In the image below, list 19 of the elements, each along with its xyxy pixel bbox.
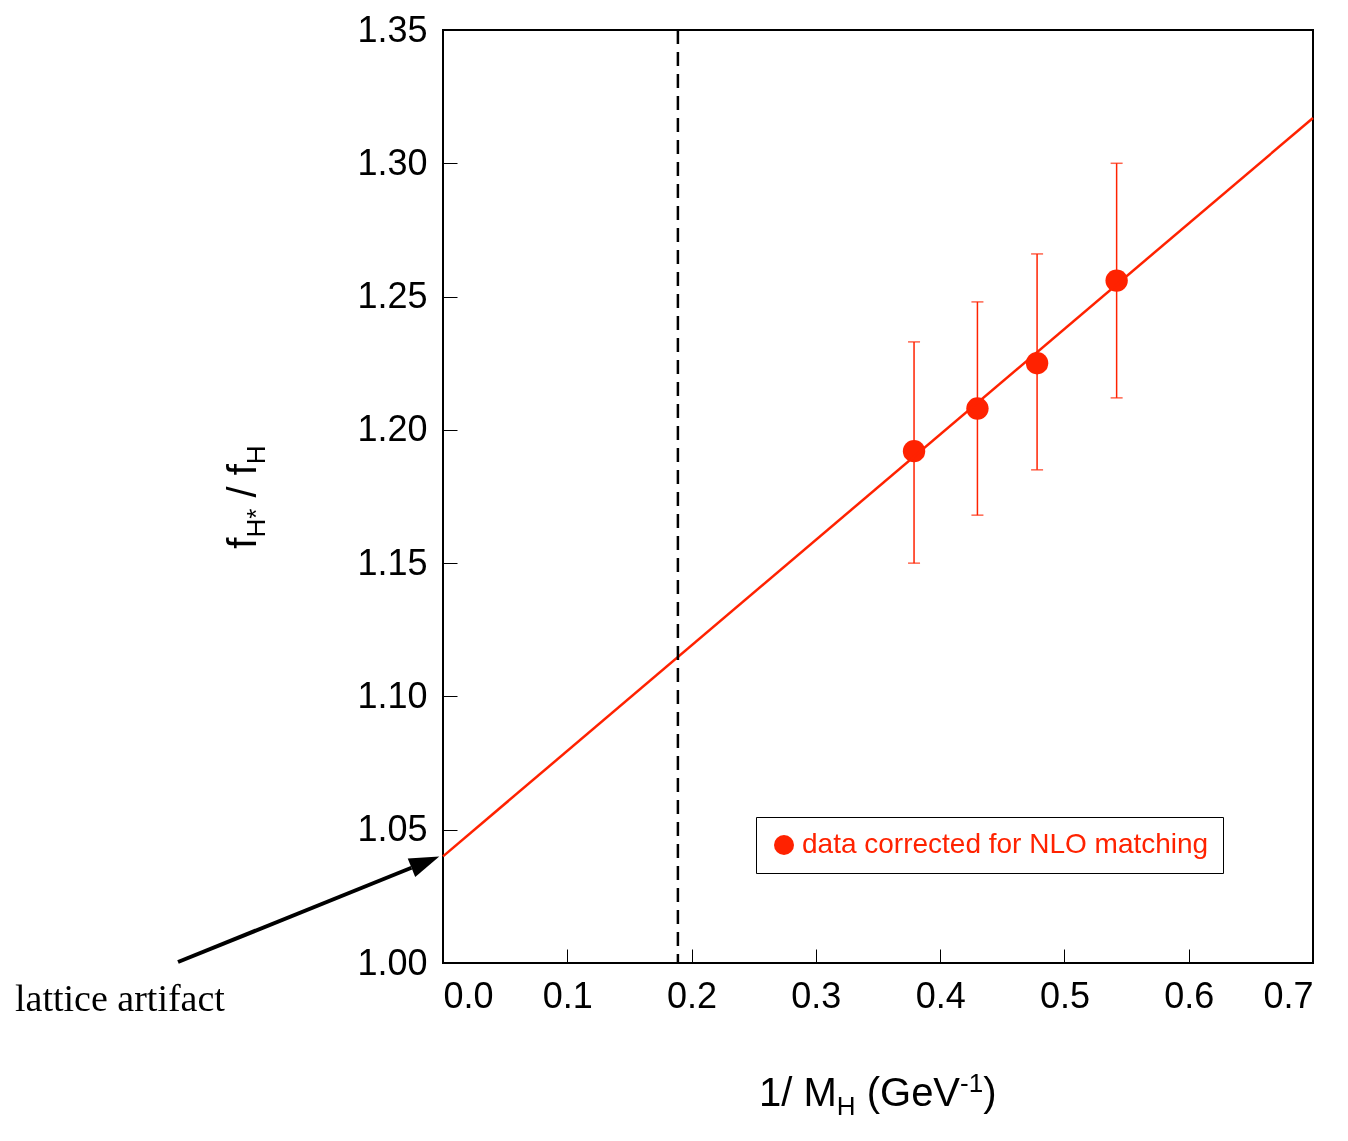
y-tick-label: 1.15: [357, 541, 428, 583]
y-tick-label: 1.05: [357, 808, 428, 850]
x-tick-label: 0.3: [791, 974, 842, 1016]
x-tick-label: 0.5: [1039, 974, 1090, 1016]
y-tick-label: 1.30: [357, 141, 428, 183]
x-axis-title: 1/ M$_{H}$ (GeV$^{-1}$): [759, 1068, 997, 1123]
x-tick-label: 0.6: [1164, 974, 1215, 1016]
y-tick-label: 1.20: [357, 408, 428, 450]
y-tick-label: 1.25: [357, 275, 428, 317]
text: lattice artifact: [15, 977, 226, 1019]
y-tick-label: 1.00: [357, 941, 428, 983]
legend-label: data corrected for NLO matching: [802, 828, 1209, 859]
x-tick-label: 0.4: [915, 974, 966, 1016]
x-tick-label: 0.1: [542, 974, 593, 1016]
x-tick-label: 0.7: [1263, 974, 1314, 1016]
y-tick-label: 1.10: [357, 674, 428, 716]
x-tick-label: 0.0: [443, 974, 494, 1016]
x-tick-label: 0.2: [667, 974, 718, 1016]
y-tick-label: 1.35: [357, 8, 428, 50]
